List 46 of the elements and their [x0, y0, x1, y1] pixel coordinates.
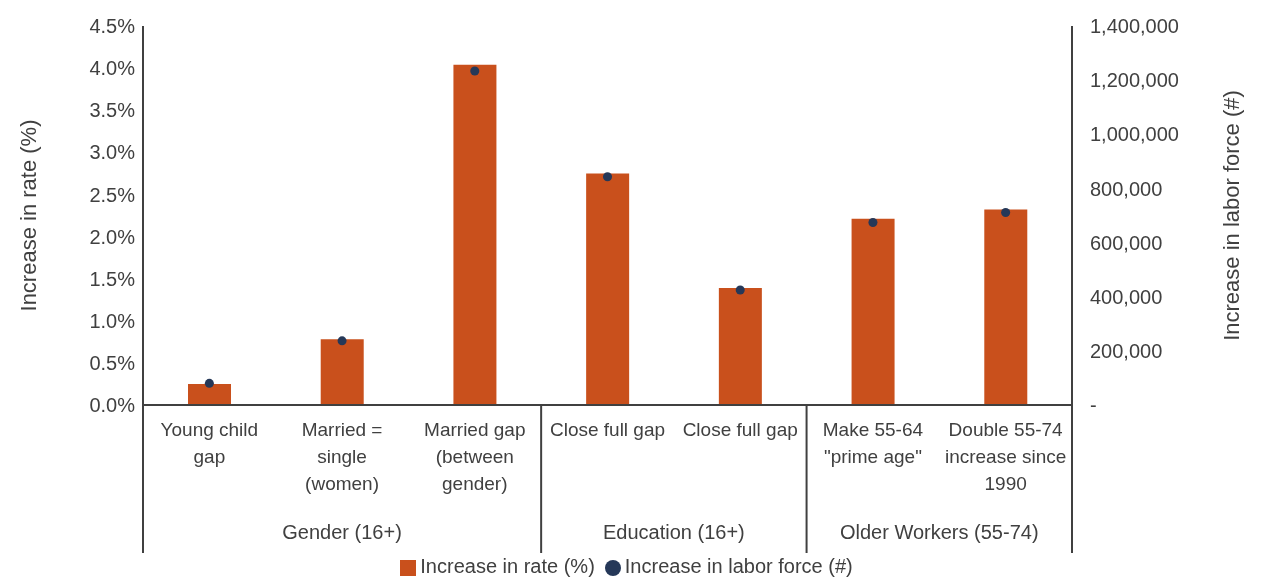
y2-tick-label: 1,000,000: [1090, 123, 1179, 146]
bar: [586, 173, 630, 405]
y2-tick-label: 1,200,000: [1090, 69, 1179, 92]
x-tick-label: Make 55-64 "prime age": [822, 419, 924, 468]
point: [204, 378, 214, 388]
y-tick-label: 2.5%: [89, 183, 136, 206]
text: Gender (16+): [282, 521, 402, 543]
y2-tick-label: -: [1090, 394, 1097, 417]
x-tick-label: Married gap (between gender): [424, 419, 526, 495]
y-tick-label: 0.0%: [89, 394, 136, 417]
legend-label: Increase in labor force (#): [624, 555, 853, 577]
y-axis-title: Increase in rate (%): [15, 119, 41, 312]
point: [337, 336, 347, 346]
y2-tick-label: 800,000: [1090, 177, 1163, 200]
point: [470, 66, 480, 76]
point: [735, 285, 745, 295]
y-tick-label: 2.0%: [89, 225, 136, 248]
x-tick-label: Young child gap: [160, 419, 259, 468]
point: [868, 218, 878, 228]
y2-tick-label: 600,000: [1090, 231, 1163, 254]
x-tick-label: Close full gap: [549, 419, 666, 441]
y2-tick-label: 200,000: [1090, 339, 1163, 362]
y2-tick-label: 1,400,000: [1090, 15, 1179, 38]
x-tick-label: Married = single (women): [301, 419, 383, 495]
bar: [320, 339, 364, 405]
point: [602, 172, 613, 182]
x-tick-label: Double 55-74 increase since 1990: [944, 419, 1067, 495]
y2-tick-label: 400,000: [1090, 285, 1163, 308]
y-tick-label: 4.5%: [89, 15, 136, 38]
y-tick-label: 0.5%: [89, 351, 136, 374]
point: [1001, 208, 1011, 218]
bar: [453, 64, 497, 405]
text: Education (16+): [602, 521, 745, 543]
bar: [718, 287, 762, 405]
legend-label: Increase in rate (%): [420, 555, 595, 577]
bar: [984, 209, 1028, 405]
y2-axis-title: Increase in labor force (#): [1218, 90, 1244, 341]
bar: [851, 218, 895, 405]
y-tick-label: 4.0%: [89, 57, 136, 80]
x-tick-label: Close full gap: [682, 419, 798, 441]
y-tick-label: 1.0%: [89, 309, 136, 332]
text: Older Workers (55-74): [840, 521, 1039, 543]
y-tick-label: 1.5%: [89, 267, 136, 290]
bar: [188, 383, 231, 405]
y-tick-label: 3.0%: [89, 141, 136, 164]
y-tick-label: 3.5%: [89, 99, 136, 122]
